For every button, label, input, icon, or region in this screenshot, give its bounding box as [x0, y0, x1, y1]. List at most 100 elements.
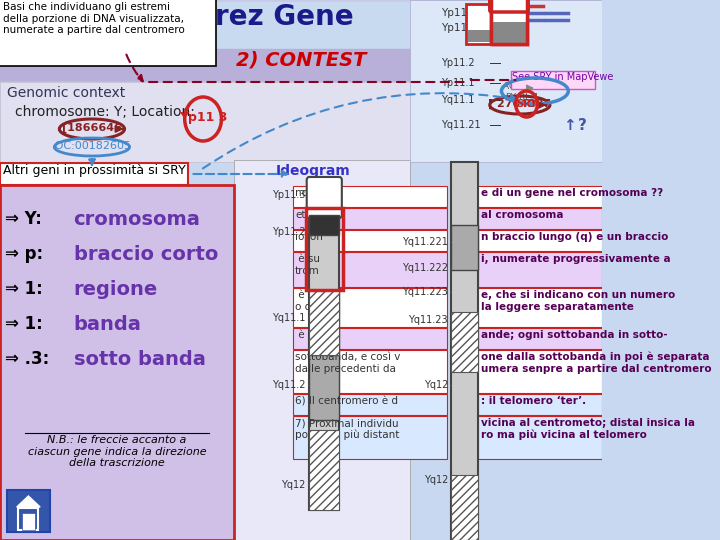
Text: 2) CONTEST: 2) CONTEST	[235, 51, 366, 70]
Polygon shape	[6, 490, 50, 532]
Text: ACRY2  R184Y1: ACRY2 R184Y1	[503, 82, 572, 91]
Text: RY/RL-1: RY/RL-1	[505, 92, 539, 101]
Text: Yq11.23: Yq11.23	[408, 315, 448, 325]
Text: Yq11.223: Yq11.223	[402, 287, 448, 297]
Polygon shape	[292, 186, 447, 207]
Polygon shape	[0, 82, 468, 162]
FancyBboxPatch shape	[490, 0, 528, 12]
Text: al cromosoma: al cromosoma	[480, 210, 563, 220]
Text: Yq11.1: Yq11.1	[441, 95, 474, 105]
Text: Genomic context: Genomic context	[6, 86, 125, 100]
Polygon shape	[292, 288, 447, 327]
Text: banda: banda	[73, 315, 141, 334]
Text: [1866646: [1866646	[62, 123, 122, 133]
Text: e di un gene nel cromosoma ??: e di un gene nel cromosoma ??	[480, 188, 662, 198]
Text: Yq11.222: Yq11.222	[402, 263, 448, 273]
Bar	[306, 208, 343, 290]
Polygon shape	[451, 225, 478, 270]
Polygon shape	[22, 513, 35, 530]
Polygon shape	[309, 290, 339, 355]
Polygon shape	[410, 0, 602, 162]
Polygon shape	[155, 2, 456, 48]
Text: See SRY in MapVewe: See SRY in MapVewe	[513, 72, 613, 82]
Bar	[451, 312, 478, 372]
Polygon shape	[0, 0, 602, 50]
FancyBboxPatch shape	[307, 177, 342, 218]
Text: ⇒ Y:: ⇒ Y:	[5, 210, 42, 228]
Polygon shape	[292, 328, 447, 349]
Polygon shape	[0, 185, 234, 540]
Text: 6) Il centromero è d: 6) Il centromero è d	[295, 396, 398, 406]
Polygon shape	[309, 215, 339, 235]
Polygon shape	[492, 0, 526, 44]
Text: ettera: ettera	[295, 210, 327, 220]
Polygon shape	[0, 49, 602, 82]
Text: chromosome: Y; Location:: chromosome: Y; Location:	[15, 105, 195, 119]
Polygon shape	[17, 496, 40, 507]
Polygon shape	[292, 394, 447, 415]
Text: Yp11.3: Yp11.3	[272, 190, 306, 200]
Text: Yp11 3: Yp11 3	[179, 111, 228, 124]
Text: ⇒ 1:: ⇒ 1:	[5, 280, 42, 298]
Bar	[492, 0, 526, 44]
Text: ⇒ .3:: ⇒ .3:	[5, 350, 49, 368]
Text: Yq11.2: Yq11.2	[272, 380, 306, 390]
Text: Ideogram: Ideogram	[276, 164, 351, 178]
Text: Yp11.2: Yp11.2	[272, 227, 306, 237]
Polygon shape	[478, 416, 602, 459]
Polygon shape	[478, 394, 602, 415]
Text: ioson: ioson	[295, 232, 323, 242]
Polygon shape	[492, 22, 526, 44]
Text: Yq11.221: Yq11.221	[402, 237, 448, 247]
Text: Yq12: Yq12	[423, 380, 448, 390]
Polygon shape	[292, 252, 447, 287]
Polygon shape	[478, 208, 602, 229]
Bar	[451, 475, 478, 540]
Polygon shape	[478, 328, 602, 349]
Text: è sud: è sud	[295, 330, 327, 340]
Polygon shape	[309, 180, 339, 510]
Text: vicina al centrometo; distal insica la
ro ma più vicina al telomero: vicina al centrometo; distal insica la r…	[480, 418, 695, 440]
Polygon shape	[292, 416, 447, 459]
Text: : il telomero ‘ter’.: : il telomero ‘ter’.	[480, 396, 585, 406]
Text: .OC:00182605: .OC:00182605	[52, 141, 132, 151]
Polygon shape	[292, 230, 447, 251]
Text: Altri geni in prossimità si SRY: Altri geni in prossimità si SRY	[4, 164, 186, 177]
Text: i, numerate progressivamente a: i, numerate progressivamente a	[480, 254, 670, 264]
Bar	[309, 290, 339, 355]
Text: Yp11.1: Yp11.1	[441, 78, 474, 88]
Polygon shape	[478, 288, 602, 327]
Polygon shape	[492, 0, 526, 22]
Text: è su
trom: è su trom	[295, 254, 320, 275]
Text: Yp11.31: Yp11.31	[441, 23, 484, 33]
Text: e, che si indicano con un numero
la leggere separatamente: e, che si indicano con un numero la legg…	[480, 290, 675, 312]
Polygon shape	[468, 30, 508, 42]
Text: sottobanda, e così v
dalle precedenti da: sottobanda, e così v dalle precedenti da	[295, 352, 400, 374]
Text: cromosoma: cromosoma	[73, 210, 200, 229]
Text: n braccio lungo (q) e un braccio: n braccio lungo (q) e un braccio	[480, 232, 668, 242]
Bar	[309, 430, 339, 510]
Polygon shape	[511, 71, 595, 89]
Text: Yq12: Yq12	[282, 480, 306, 490]
Text: Yp11.32: Yp11.32	[441, 8, 484, 18]
Text: regione: regione	[73, 280, 158, 299]
Polygon shape	[468, 6, 508, 30]
Polygon shape	[292, 208, 447, 229]
Text: N.B.: le freccie accanto a
ciascun gene indica la direzione
della trascrizione: N.B.: le freccie accanto a ciascun gene …	[27, 435, 207, 468]
Text: one dalla sottobanda in poi è separata
umera senpre a partire dal centromero: one dalla sottobanda in poi è separata u…	[480, 352, 711, 374]
Polygon shape	[478, 350, 602, 393]
Text: braccio corto: braccio corto	[73, 245, 218, 264]
Polygon shape	[467, 4, 510, 44]
Text: ndica: ndica	[295, 188, 323, 198]
Polygon shape	[478, 186, 602, 207]
Polygon shape	[0, 163, 188, 185]
Polygon shape	[19, 508, 38, 530]
Text: Yq11.1: Yq11.1	[272, 313, 306, 323]
Polygon shape	[478, 230, 602, 251]
Polygon shape	[0, 82, 468, 162]
Text: Yq11.21: Yq11.21	[441, 120, 481, 130]
Text: SRY: SRY	[516, 99, 537, 109]
Polygon shape	[234, 160, 410, 540]
Text: Yp11.2: Yp11.2	[441, 58, 475, 68]
Polygon shape	[458, 2, 602, 48]
